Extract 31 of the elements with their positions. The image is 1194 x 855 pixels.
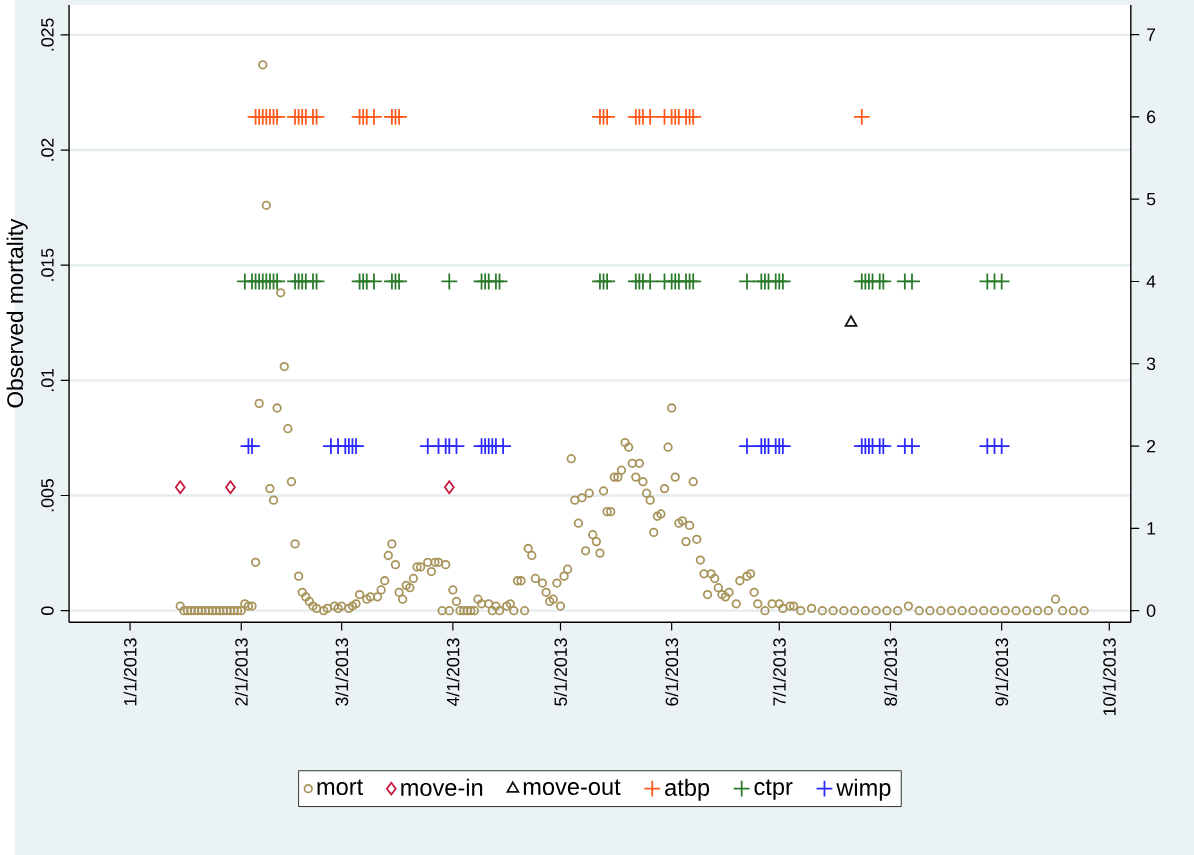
y-tick-label: .005 [41,478,54,512]
y2-tick-label: 4 [1146,275,1156,288]
y2-tick-label: 1 [1147,522,1156,535]
y2-tick-label: 3 [1146,357,1156,370]
y2-tick-label: 7 [1147,28,1156,41]
y-tick-label: .01 [41,368,54,391]
legend-label: ctpr [754,779,793,800]
x-tick-label: 10/1/2013 [1102,638,1116,715]
y-tick-label: .015 [41,248,54,281]
x-tick-label: 4/1/2013 [446,638,460,706]
y2-tick-label: 6 [1147,110,1156,124]
legend-label: atbp [665,778,710,801]
y2-tick-label: 0 [1146,604,1156,617]
legend-label: move-in [401,778,483,796]
y-tick-label: .02 [41,138,54,161]
x-tick-label: 3/1/2013 [335,638,349,706]
x-tick-label: 2/1/2013 [234,638,248,706]
x-tick-label: 8/1/2013 [883,638,897,706]
x-tick-label: 7/1/2013 [772,638,786,706]
x-tick-label: 1/1/2013 [123,638,137,706]
legend-label: move-out [523,779,621,795]
legend-label: mort [317,779,364,795]
y-tick-label: 0 [41,606,54,615]
legend-label: wimp [836,778,891,801]
y2-tick-label: 5 [1146,192,1156,206]
y-tick-label: .025 [41,18,54,51]
y-axis-title: Observed mortality [6,218,28,408]
x-tick-label: 9/1/2013 [995,638,1009,706]
x-tick-label: 6/1/2013 [665,638,679,706]
x-tick-label: 5/1/2013 [553,638,567,706]
y2-tick-label: 2 [1147,439,1156,453]
